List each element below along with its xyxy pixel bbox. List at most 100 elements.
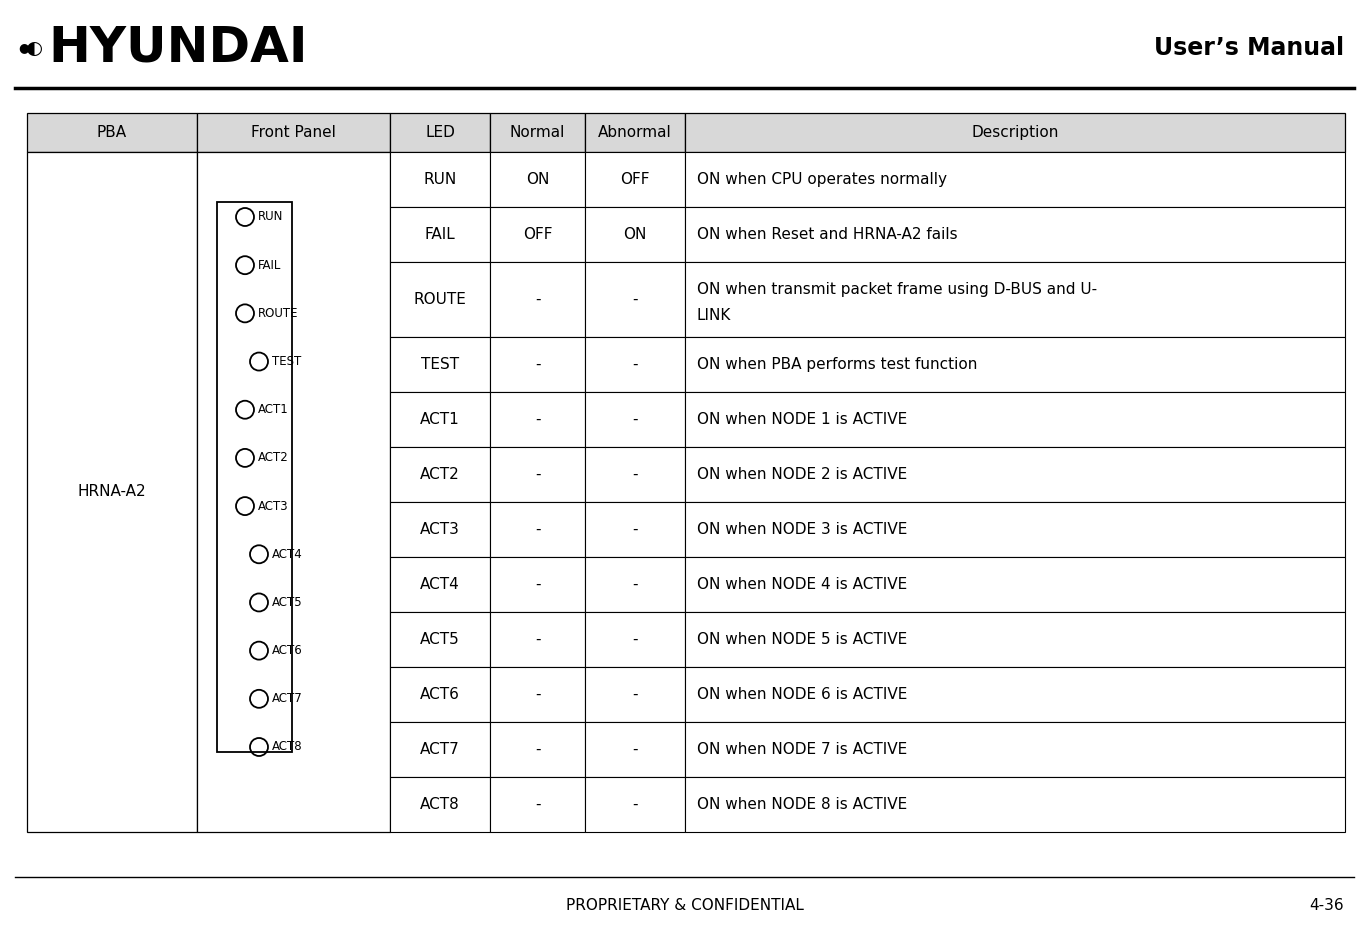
Text: ON when NODE 3 is ACTIVE: ON when NODE 3 is ACTIVE <box>697 522 908 537</box>
Text: ACT2: ACT2 <box>420 467 460 482</box>
Text: ROUTE: ROUTE <box>257 307 298 320</box>
Text: ON when NODE 2 is ACTIVE: ON when NODE 2 is ACTIVE <box>697 467 908 482</box>
Text: RUN: RUN <box>257 211 283 224</box>
Text: PROPRIETARY & CONFIDENTIAL: PROPRIETARY & CONFIDENTIAL <box>565 898 804 913</box>
Bar <box>490 557 585 612</box>
Text: OFF: OFF <box>620 172 650 187</box>
Bar <box>390 447 490 502</box>
Text: ON when NODE 7 is ACTIVE: ON when NODE 7 is ACTIVE <box>697 742 908 757</box>
Text: -: - <box>535 632 541 647</box>
Text: ACT7: ACT7 <box>420 742 460 757</box>
Text: -: - <box>632 467 638 482</box>
Text: Abnormal: Abnormal <box>598 125 672 140</box>
Bar <box>390 152 490 207</box>
Text: -: - <box>632 522 638 537</box>
Bar <box>390 722 490 777</box>
Bar <box>684 502 1344 557</box>
Bar <box>585 722 684 777</box>
Text: ON when PBA performs test function: ON when PBA performs test function <box>697 357 977 372</box>
Text: PBA: PBA <box>97 125 127 140</box>
Text: ACT6: ACT6 <box>272 644 303 657</box>
Bar <box>585 667 684 722</box>
Bar <box>684 447 1344 502</box>
Bar <box>390 392 490 447</box>
Text: User’s Manual: User’s Manual <box>1154 36 1344 60</box>
Bar <box>197 152 390 832</box>
Bar <box>390 262 490 337</box>
Bar <box>684 207 1344 262</box>
Text: TEST: TEST <box>420 357 459 372</box>
Text: ACT3: ACT3 <box>257 500 289 513</box>
Text: HRNA-A2: HRNA-A2 <box>78 485 146 500</box>
Text: -: - <box>632 412 638 427</box>
Bar <box>218 202 292 752</box>
Text: ON when transmit packet frame using D-BUS and U-: ON when transmit packet frame using D-BU… <box>697 282 1097 297</box>
Text: ON when CPU operates normally: ON when CPU operates normally <box>697 172 947 187</box>
Bar <box>684 337 1344 392</box>
Bar <box>585 152 684 207</box>
Bar <box>490 207 585 262</box>
Text: -: - <box>632 797 638 812</box>
Text: -: - <box>535 742 541 757</box>
Bar <box>490 337 585 392</box>
Bar <box>585 502 684 557</box>
Bar <box>684 612 1344 667</box>
Bar <box>585 113 684 152</box>
Text: ON when NODE 4 is ACTIVE: ON when NODE 4 is ACTIVE <box>697 577 908 592</box>
Text: TEST: TEST <box>272 355 301 368</box>
Bar <box>27 152 197 832</box>
Bar <box>490 392 585 447</box>
Text: -: - <box>632 632 638 647</box>
Text: -: - <box>535 522 541 537</box>
Bar <box>490 667 585 722</box>
Text: ACT5: ACT5 <box>272 596 303 609</box>
Bar <box>490 152 585 207</box>
Text: ON when NODE 6 is ACTIVE: ON when NODE 6 is ACTIVE <box>697 687 908 702</box>
Bar <box>585 557 684 612</box>
Bar <box>684 262 1344 337</box>
Text: ACT8: ACT8 <box>420 797 460 812</box>
Bar <box>684 392 1344 447</box>
Text: -: - <box>535 357 541 372</box>
Bar <box>684 557 1344 612</box>
Text: -: - <box>535 292 541 307</box>
Bar <box>585 392 684 447</box>
Text: ACT8: ACT8 <box>272 740 303 753</box>
Text: ACT1: ACT1 <box>420 412 460 427</box>
Bar <box>684 667 1344 722</box>
Text: ROUTE: ROUTE <box>413 292 467 307</box>
Bar <box>197 113 390 152</box>
Text: FAIL: FAIL <box>424 227 456 242</box>
Text: ACT5: ACT5 <box>420 632 460 647</box>
Text: ACT4: ACT4 <box>420 577 460 592</box>
Text: RUN: RUN <box>423 172 457 187</box>
Bar <box>490 722 585 777</box>
Text: FAIL: FAIL <box>257 258 282 271</box>
Bar <box>490 502 585 557</box>
Text: ON: ON <box>623 227 646 242</box>
Bar <box>390 612 490 667</box>
Bar <box>390 667 490 722</box>
Text: Normal: Normal <box>509 125 565 140</box>
Bar <box>490 113 585 152</box>
Text: LINK: LINK <box>697 308 731 323</box>
Text: -: - <box>535 412 541 427</box>
Bar <box>490 612 585 667</box>
Text: -: - <box>632 742 638 757</box>
Text: ON when Reset and HRNA-A2 fails: ON when Reset and HRNA-A2 fails <box>697 227 958 242</box>
Text: LED: LED <box>424 125 455 140</box>
Text: ACT4: ACT4 <box>272 548 303 561</box>
Bar <box>390 337 490 392</box>
Bar <box>684 152 1344 207</box>
Text: -: - <box>632 577 638 592</box>
Text: -: - <box>632 357 638 372</box>
Text: -: - <box>535 577 541 592</box>
Text: ACT7: ACT7 <box>272 693 303 706</box>
Text: ACT1: ACT1 <box>257 403 289 417</box>
Text: ON: ON <box>526 172 549 187</box>
Bar <box>585 207 684 262</box>
Text: -: - <box>535 467 541 482</box>
Bar <box>585 777 684 832</box>
Bar <box>390 502 490 557</box>
Bar <box>390 557 490 612</box>
